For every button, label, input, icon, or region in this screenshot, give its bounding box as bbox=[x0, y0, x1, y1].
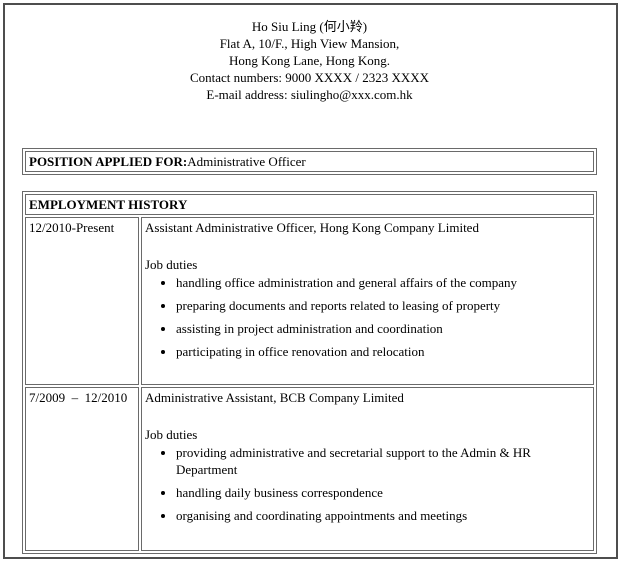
employment-history-title: EMPLOYMENT HISTORY bbox=[25, 194, 594, 215]
job-duties-label: Job duties bbox=[145, 257, 198, 272]
employment-period: 7/2009 – 12/2010 bbox=[25, 387, 139, 551]
page-frame: Ho Siu Ling (何小羚) Flat A, 10/F., High Vi… bbox=[3, 3, 618, 559]
employment-history-table: EMPLOYMENT HISTORY 12/2010-Present Assis… bbox=[22, 191, 597, 554]
job-duty: assisting in project administration and … bbox=[176, 320, 590, 337]
address-line-1: Flat A, 10/F., High View Mansion, bbox=[219, 36, 400, 51]
employment-history-header-row: EMPLOYMENT HISTORY bbox=[25, 194, 594, 215]
address-line-2: Hong Kong Lane, Hong Kong. bbox=[228, 53, 391, 68]
job-duty: preparing documents and reports related … bbox=[176, 297, 590, 314]
position-applied-cell: POSITION APPLIED FOR:Administrative Offi… bbox=[25, 151, 594, 172]
job-duties-list: providing administrative and secretarial… bbox=[145, 444, 590, 524]
contact-header: Ho Siu Ling (何小羚) Flat A, 10/F., High Vi… bbox=[22, 18, 597, 103]
job-duty: handling office administration and gener… bbox=[176, 274, 590, 291]
job-duty: organising and coordinating appointments… bbox=[176, 507, 590, 524]
position-applied-table: POSITION APPLIED FOR:Administrative Offi… bbox=[22, 148, 597, 175]
job-duty: handling daily business correspondence bbox=[176, 484, 590, 501]
employment-row: 12/2010-Present Assistant Administrative… bbox=[25, 217, 594, 385]
employment-row: 7/2009 – 12/2010 Administrative Assistan… bbox=[25, 387, 594, 551]
position-applied-value: Administrative Officer bbox=[187, 154, 306, 169]
email-address: E-mail address: siulingho@xxx.com.hk bbox=[206, 87, 413, 102]
employment-period: 12/2010-Present bbox=[25, 217, 139, 385]
job-duties-list: handling office administration and gener… bbox=[145, 274, 590, 360]
applicant-name: Ho Siu Ling (何小羚) bbox=[251, 19, 368, 34]
contact-numbers: Contact numbers: 9000 XXXX / 2323 XXXX bbox=[189, 70, 430, 85]
job-duty: participating in office renovation and r… bbox=[176, 343, 590, 360]
employment-details: Assistant Administrative Officer, Hong K… bbox=[141, 217, 594, 385]
employment-details: Administrative Assistant, BCB Company Li… bbox=[141, 387, 594, 551]
resume-document: Ho Siu Ling (何小羚) Flat A, 10/F., High Vi… bbox=[5, 5, 616, 554]
job-title: Administrative Assistant, BCB Company Li… bbox=[145, 390, 404, 405]
job-duties-label: Job duties bbox=[145, 427, 198, 442]
position-applied-label: POSITION APPLIED FOR: bbox=[29, 154, 188, 169]
job-duty: providing administrative and secretarial… bbox=[176, 444, 590, 478]
position-applied-row: POSITION APPLIED FOR:Administrative Offi… bbox=[25, 151, 594, 172]
job-title: Assistant Administrative Officer, Hong K… bbox=[145, 220, 479, 235]
